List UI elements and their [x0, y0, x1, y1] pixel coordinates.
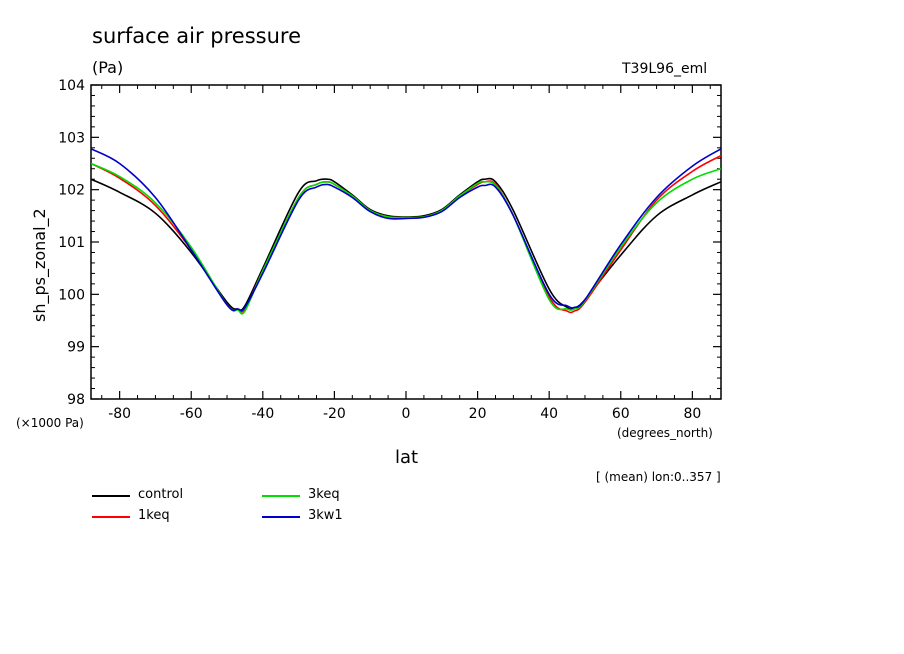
legend-swatch [262, 495, 300, 497]
run-id-label: T39L96_eml [622, 61, 708, 77]
averaging-note: [ (mean) lon:0..357 ] [596, 470, 721, 484]
legend-label: control [138, 487, 184, 502]
series-line-3keq [91, 162, 721, 315]
series-line-1keq [91, 154, 721, 314]
legend-label: 3keq [308, 487, 340, 502]
legend-label: 1keq [138, 508, 170, 523]
chart-title: surface air pressure [92, 24, 302, 48]
legend-swatch [92, 495, 130, 497]
x-tick-label: 20 [469, 406, 487, 422]
x-tick-label: 60 [612, 406, 630, 422]
y-axis-units: (×1000 Pa) [16, 416, 84, 430]
x-tick-label: -40 [251, 406, 274, 422]
y-tick-label: 103 [58, 130, 85, 146]
x-tick-label: 80 [683, 406, 701, 422]
x-tick-label: -80 [108, 406, 131, 422]
x-tick-label: 0 [402, 406, 411, 422]
y-tick-label: 99 [67, 340, 85, 356]
y-tick-label: 104 [58, 78, 85, 94]
chart-units: (Pa) [92, 58, 124, 77]
legend-swatch [92, 516, 130, 518]
x-tick-label: -20 [323, 406, 346, 422]
x-axis-label: lat [395, 447, 419, 468]
y-tick-label: 101 [58, 235, 85, 251]
x-tick-label: 40 [540, 406, 558, 422]
y-tick-label: 100 [58, 287, 85, 303]
y-tick-label: 102 [58, 183, 85, 199]
series-line-control [91, 177, 721, 311]
series-line-3kw1 [91, 148, 721, 312]
legend-swatch [262, 516, 300, 518]
x-axis-units: (degrees_north) [617, 426, 713, 440]
y-tick-label: 98 [67, 392, 85, 408]
x-tick-label: -60 [180, 406, 203, 422]
legend-label: 3kw1 [308, 508, 343, 523]
